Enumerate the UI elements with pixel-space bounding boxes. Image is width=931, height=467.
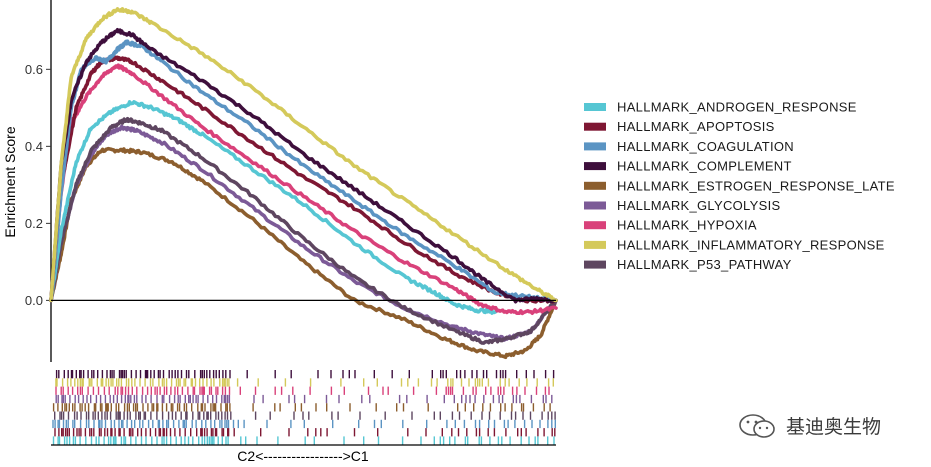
series-line-hallmark-androgen-response — [49, 100, 498, 315]
legend-swatch — [584, 181, 606, 190]
legend-label: HALLMARK_APOPTOSIS — [617, 119, 775, 134]
legend-label: HALLMARK_HYPOXIA — [617, 218, 757, 233]
legend-label: HALLMARK_ESTROGEN_RESPONSE_LATE — [617, 178, 895, 193]
legend-item: HALLMARK_COMPLEMENT — [584, 159, 792, 174]
series-line-hallmark-coagulation — [49, 39, 558, 303]
hit-row-hallmark-hypoxia — [55, 386, 550, 395]
hit-row-hallmark-coagulation — [52, 419, 556, 429]
x-axis-label: C2<----------------->C1 — [237, 448, 369, 464]
watermark-text: 基迪奥生物 — [786, 416, 882, 438]
y-tick-label: 0.0 — [25, 293, 43, 308]
series-line-hallmark-p53-pathway — [49, 116, 558, 345]
legend-swatch — [584, 201, 606, 210]
hit-row-hallmark-inflammatory-response — [55, 378, 554, 387]
legend-item: HALLMARK_GLYCOLYSIS — [584, 198, 780, 213]
legend-label: HALLMARK_INFLAMMATORY_RESPONSE — [617, 237, 885, 252]
legend-swatch — [584, 240, 606, 249]
y-tick-label: 0.4 — [25, 139, 43, 154]
legend-swatch — [584, 221, 606, 230]
legend-item: HALLMARK_HYPOXIA — [584, 218, 757, 233]
legend-item: HALLMARK_APOPTOSIS — [584, 119, 775, 134]
legend-label: HALLMARK_COAGULATION — [617, 139, 794, 154]
legend-swatch — [584, 260, 606, 269]
hit-row-hallmark-androgen-response — [52, 436, 555, 445]
legend-item: HALLMARK_INFLAMMATORY_RESPONSE — [584, 237, 885, 252]
series-line-hallmark-inflammatory-response — [49, 7, 558, 303]
enrichment-lines — [49, 7, 558, 360]
legend-item: HALLMARK_ANDROGEN_RESPONSE — [584, 100, 857, 115]
y-axis-title: Enrichment Score — [2, 126, 18, 237]
legend-item: HALLMARK_ESTROGEN_RESPONSE_LATE — [584, 178, 895, 193]
hit-row-hallmark-apoptosis — [54, 428, 556, 437]
legend: HALLMARK_ANDROGEN_RESPONSE HALLMARK_APOPT… — [584, 100, 895, 272]
y-axis: 0.0 0.2 0.4 0.6 — [25, 0, 52, 362]
legend-swatch — [584, 142, 606, 151]
legend-label: HALLMARK_COMPLEMENT — [617, 159, 792, 174]
hit-tick-panel — [52, 370, 556, 445]
legend-label: HALLMARK_P53_PATHWAY — [617, 257, 792, 272]
hit-row-hallmark-complement — [55, 370, 555, 379]
series-line-hallmark-glycolysis — [49, 124, 558, 342]
watermark: 基迪奥生物 — [738, 412, 881, 439]
hit-row-hallmark-estrogen-response-late — [52, 403, 551, 412]
legend-item: HALLMARK_P53_PATHWAY — [584, 257, 792, 272]
hit-row-hallmark-glycolysis — [55, 394, 553, 404]
series-line-hallmark-apoptosis — [49, 55, 558, 304]
y-tick-label: 0.2 — [25, 216, 43, 231]
hit-row-hallmark-p53-pathway — [54, 411, 556, 420]
legend-label: HALLMARK_ANDROGEN_RESPONSE — [617, 100, 857, 115]
legend-label: HALLMARK_GLYCOLYSIS — [617, 198, 780, 213]
legend-swatch — [584, 122, 606, 131]
y-tick-label: 0.6 — [25, 62, 43, 77]
series-line-hallmark-hypoxia — [49, 63, 558, 316]
legend-swatch — [584, 103, 606, 111]
series-line-hallmark-complement — [49, 28, 558, 304]
legend-item: HALLMARK_COAGULATION — [584, 139, 794, 154]
wechat-icon — [739, 413, 775, 438]
legend-swatch — [584, 162, 606, 171]
